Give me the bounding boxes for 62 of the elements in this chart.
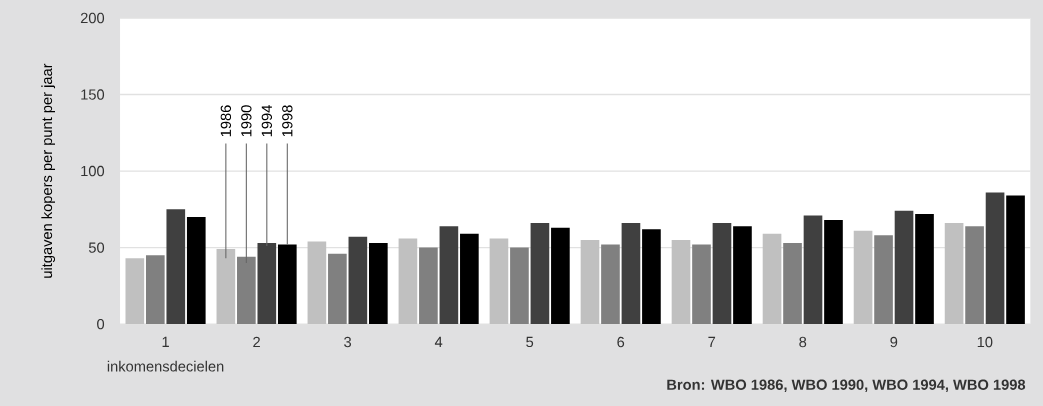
bar <box>237 256 256 325</box>
bar <box>166 209 186 325</box>
bar <box>944 223 964 325</box>
bar <box>369 242 388 325</box>
bar <box>803 215 823 325</box>
y-tick-label: 200 <box>80 12 105 24</box>
bar <box>915 213 934 325</box>
bar <box>307 241 327 325</box>
x-tick-label: 3 <box>344 336 352 348</box>
x-tick-label: 9 <box>890 336 898 348</box>
bar <box>460 233 479 325</box>
x-tick-label: 1 <box>162 336 169 347</box>
text: 1998 <box>282 105 293 137</box>
y-tick-label: 0 <box>97 318 105 330</box>
bar <box>125 258 145 325</box>
bar <box>145 255 165 325</box>
bar <box>348 236 368 325</box>
x-tick-label: 5 <box>526 336 534 347</box>
bar <box>733 226 752 325</box>
bar <box>712 223 732 325</box>
bar <box>965 226 984 325</box>
x-tick-label: 7 <box>708 336 716 347</box>
text: 1986 <box>220 105 232 137</box>
bar <box>621 223 641 325</box>
bar <box>398 238 418 325</box>
x-axis-title: inkomensdecielen <box>107 360 224 372</box>
bar <box>601 244 620 325</box>
x-tick-label: 6 <box>617 336 625 348</box>
bar <box>186 216 206 325</box>
bar <box>824 219 843 325</box>
bar <box>216 249 236 325</box>
bar <box>783 242 802 325</box>
bar <box>439 226 459 325</box>
text: 1994 <box>261 105 273 137</box>
y-tick-label: 150 <box>81 89 105 100</box>
bar <box>277 244 297 325</box>
x-tick-label: 10 <box>977 336 993 348</box>
bar <box>874 235 893 325</box>
bar <box>894 210 914 325</box>
bar <box>1006 195 1025 325</box>
bar <box>580 239 600 325</box>
bar <box>551 227 570 325</box>
x-tick-label: 2 <box>253 336 260 347</box>
bar <box>642 229 661 325</box>
y-tick-label: 50 <box>88 242 105 253</box>
y-axis-title: uitgaven kopers per punt per jaar <box>41 63 55 278</box>
bar <box>257 242 277 325</box>
bar <box>692 244 711 325</box>
x-tick-label: 8 <box>799 336 807 348</box>
bar <box>328 253 347 325</box>
y-tick-label: 100 <box>81 165 105 177</box>
bar <box>419 247 438 325</box>
bar <box>853 230 873 325</box>
text: Bron: WBO 1986, WBO 1990, WBO 1994, WBO 1998 <box>667 379 1026 392</box>
bar <box>489 238 509 325</box>
bar <box>510 247 529 325</box>
text: 1990 <box>241 105 252 137</box>
bar <box>671 239 691 325</box>
bar <box>762 233 782 325</box>
x-tick-label: 4 <box>434 336 443 347</box>
bar <box>985 192 1005 325</box>
bar <box>530 223 550 325</box>
